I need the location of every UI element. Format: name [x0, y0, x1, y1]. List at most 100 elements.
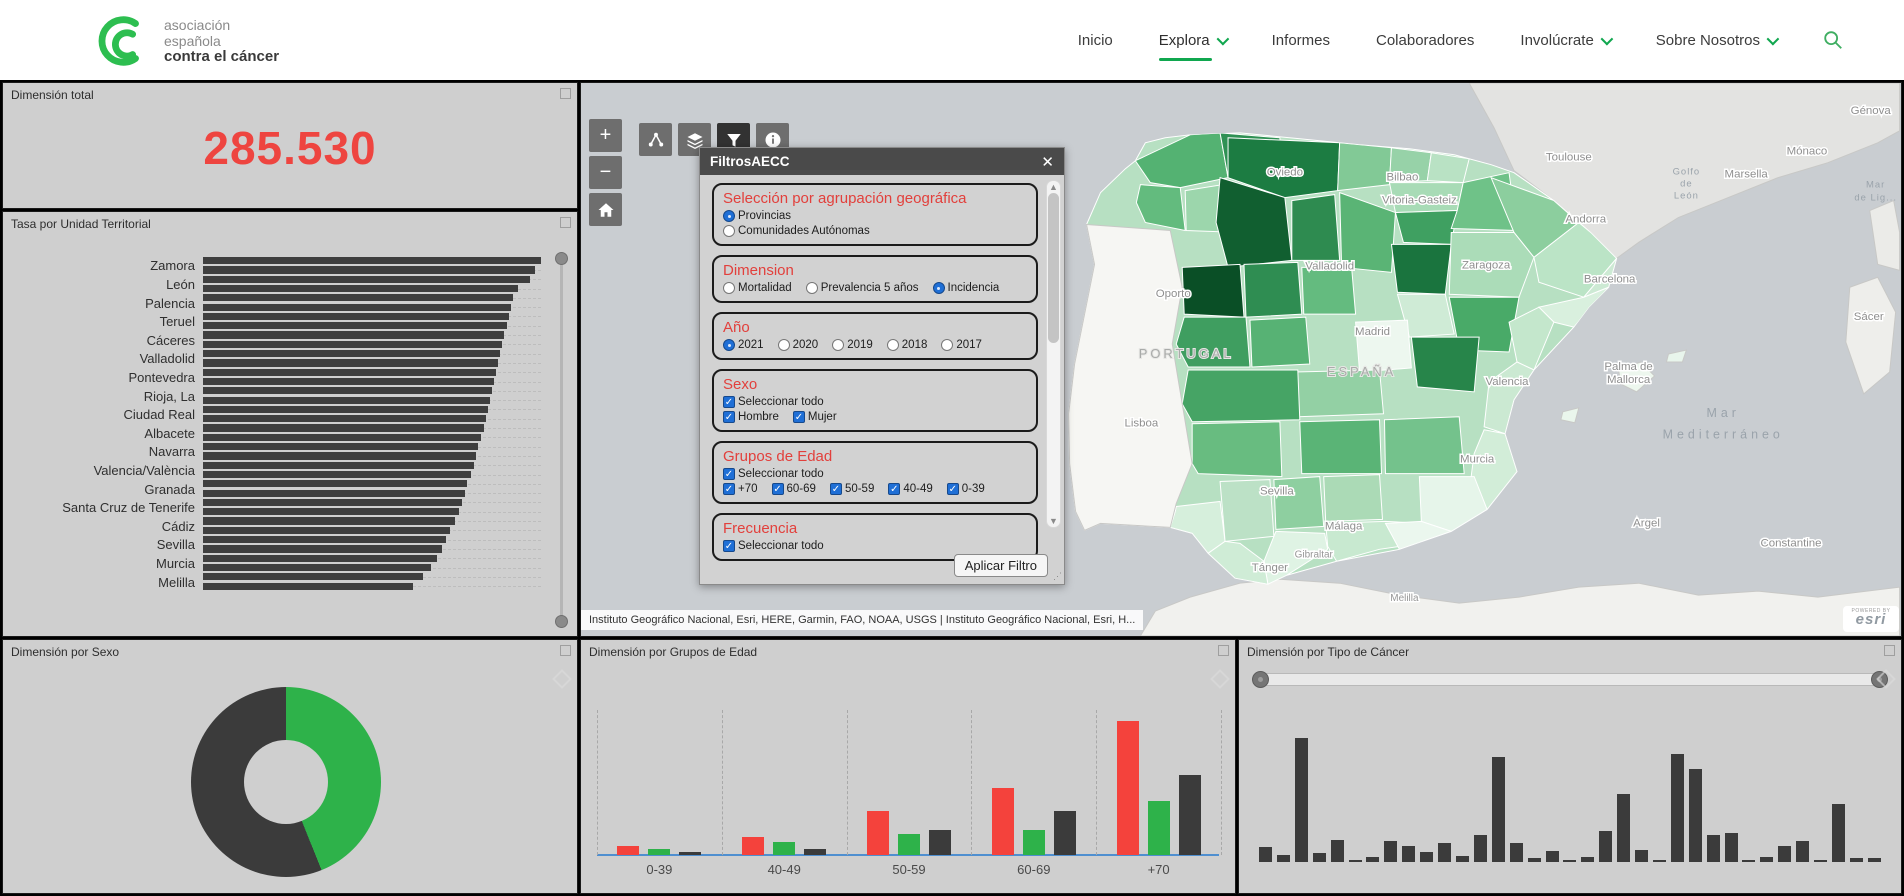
checkbox-icon[interactable]: ✓	[723, 540, 735, 552]
tasa-bar[interactable]	[203, 377, 495, 386]
tipo-bar[interactable]	[1366, 857, 1380, 862]
edad-bar-dark[interactable]	[1053, 811, 1076, 855]
province-region[interactable]	[1291, 194, 1341, 261]
province-region[interactable]	[1175, 316, 1251, 368]
edad-bar-green[interactable]	[648, 848, 671, 855]
maximize-icon[interactable]	[560, 88, 571, 99]
filter-option[interactable]: 2020	[777, 339, 818, 351]
checkbox-icon[interactable]: ✓	[946, 483, 959, 495]
tipo-bar[interactable]	[1688, 769, 1702, 862]
tasa-bar[interactable]	[203, 443, 479, 451]
tasa-bar[interactable]	[203, 284, 519, 293]
radio-icon[interactable]	[777, 339, 790, 351]
edad-bar-green[interactable]	[1022, 830, 1045, 855]
tipo-bar[interactable]	[1796, 840, 1810, 862]
tipo-bar[interactable]	[1635, 849, 1649, 862]
province-region[interactable]	[1207, 540, 1269, 585]
province-region[interactable]	[1383, 416, 1465, 475]
radio-icon[interactable]	[723, 339, 735, 351]
filter-option[interactable]: ✓ 50-59	[829, 483, 874, 495]
radio-icon[interactable]	[832, 339, 845, 351]
apply-filter-button[interactable]: Aplicar Filtro	[953, 554, 1048, 577]
tipo-bar[interactable]	[1402, 845, 1416, 862]
filter-option[interactable]: ✓ 60-69	[771, 483, 816, 495]
province-choropleth[interactable]	[1134, 132, 1617, 585]
province-region[interactable]	[1448, 231, 1535, 298]
province-region[interactable]	[1394, 210, 1458, 245]
tasa-bar[interactable]	[203, 331, 505, 339]
tasa-bar[interactable]	[203, 294, 514, 302]
radio-icon[interactable]	[932, 282, 945, 294]
filter-option[interactable]: Incidencia	[932, 282, 999, 294]
tipo-bar[interactable]	[1581, 857, 1595, 862]
tipo-bar[interactable]	[1706, 834, 1720, 862]
province-region[interactable]	[1249, 316, 1311, 368]
filter-option[interactable]: 2018	[886, 339, 927, 351]
province-region[interactable]	[1323, 474, 1384, 522]
tasa-bar[interactable]	[203, 536, 446, 544]
home-button[interactable]	[589, 193, 622, 226]
tasa-bar[interactable]	[203, 266, 536, 274]
tasa-bar[interactable]	[203, 526, 451, 534]
tipo-bar[interactable]	[1778, 845, 1792, 862]
filter-option[interactable]: ✓ Mujer	[792, 411, 837, 423]
tasa-bar[interactable]	[203, 359, 499, 367]
radio-icon[interactable]	[805, 282, 818, 294]
edad-bar-green[interactable]	[1147, 801, 1170, 855]
tasa-bar[interactable]	[203, 368, 497, 376]
zoom-in-button[interactable]: +	[589, 119, 622, 152]
tasa-bar[interactable]	[203, 489, 465, 497]
tipo-bar[interactable]	[1527, 858, 1541, 862]
filter-option[interactable]: ✓ Hombre	[723, 411, 779, 423]
tipo-bar-chart[interactable]	[1259, 736, 1881, 862]
filter-option[interactable]: 2021	[723, 339, 764, 351]
tipo-bar[interactable]	[1259, 847, 1272, 862]
province-region[interactable]	[1390, 243, 1452, 295]
filters-dialog-titlebar[interactable]: FiltrosAECC ✕	[700, 148, 1064, 175]
tipo-range-slider[interactable]	[1252, 671, 1888, 688]
tipo-bar[interactable]	[1491, 756, 1505, 862]
edad-bar-dark[interactable]	[804, 848, 827, 855]
filter-option[interactable]: 2019	[832, 339, 873, 351]
zoom-out-button[interactable]: −	[589, 156, 622, 189]
tasa-bar[interactable]	[203, 573, 424, 581]
tasa-bar[interactable]	[203, 563, 431, 572]
checkbox-icon[interactable]: ✓	[888, 483, 901, 495]
tipo-bar[interactable]	[1617, 793, 1631, 862]
province-region[interactable]	[1337, 142, 1392, 192]
edad-bar-dark[interactable]	[929, 830, 951, 855]
search-icon[interactable]	[1822, 29, 1844, 51]
scroll-down-icon[interactable]: ▼	[1049, 516, 1058, 526]
tipo-bar[interactable]	[1670, 754, 1684, 862]
province-region[interactable]	[1355, 319, 1412, 373]
checkbox-icon[interactable]: ✓	[723, 468, 735, 480]
tipo-bar[interactable]	[1849, 858, 1863, 862]
tasa-bar[interactable]	[203, 257, 541, 265]
scrollbar-thumb[interactable]	[1048, 193, 1059, 343]
province-region[interactable]	[1384, 520, 1453, 550]
tasa-bar[interactable]	[203, 545, 442, 553]
maximize-icon[interactable]	[1884, 645, 1895, 656]
tipo-bar[interactable]	[1724, 833, 1738, 862]
resize-handle[interactable]: ⋰	[1053, 571, 1062, 581]
tipo-bar[interactable]	[1832, 803, 1845, 862]
tasa-bar[interactable]	[203, 517, 456, 525]
province-region[interactable]	[1339, 191, 1396, 273]
province-region[interactable]	[1181, 369, 1301, 423]
scrollbar-handle-top[interactable]	[555, 252, 568, 265]
province-region[interactable]	[1181, 263, 1245, 318]
tipo-bar[interactable]	[1384, 840, 1398, 862]
tasa-bar[interactable]	[203, 312, 509, 321]
nav-explora[interactable]: Explora	[1158, 26, 1229, 61]
tasa-bar[interactable]	[203, 275, 531, 283]
tasa-bar[interactable]	[203, 415, 487, 423]
tipo-bar[interactable]	[1599, 831, 1613, 862]
nav-colaboradores[interactable]: Colaboradores	[1376, 31, 1475, 49]
nav-inicio[interactable]: Inicio	[1077, 31, 1113, 49]
tasa-scrollbar[interactable]	[555, 252, 568, 628]
checkbox-icon[interactable]: ✓	[723, 483, 735, 495]
tasa-bar[interactable]	[203, 433, 481, 441]
tipo-bar[interactable]	[1563, 859, 1577, 862]
edad-bar-red[interactable]	[867, 810, 889, 855]
filter-option[interactable]: Mortalidad	[723, 282, 792, 294]
